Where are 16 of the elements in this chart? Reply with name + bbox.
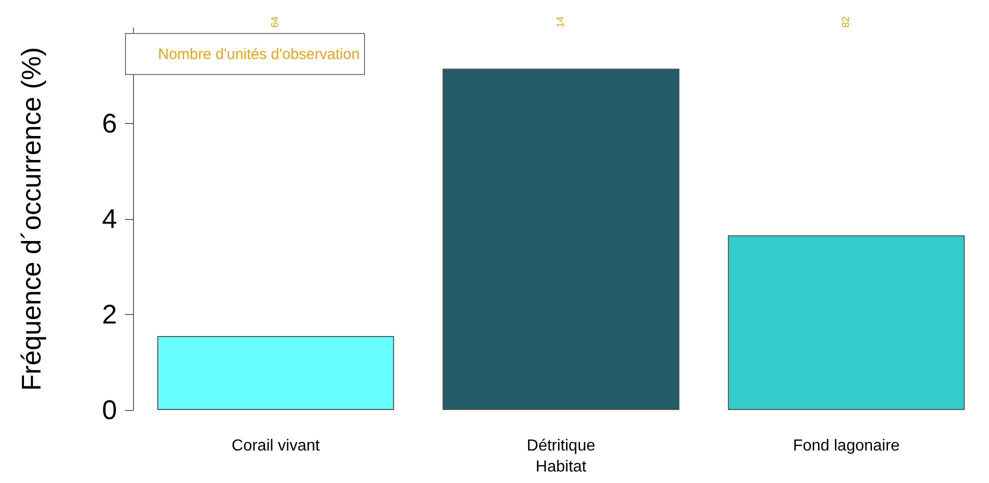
y-tick-label: 0 <box>102 395 117 425</box>
text: 14 <box>556 16 566 28</box>
y-axis-title: Fréquence d´occurrence (%) <box>16 47 46 391</box>
bar <box>728 235 965 410</box>
text: 64 <box>270 16 282 28</box>
bar <box>442 68 680 410</box>
x-tick-label: Corail vivant <box>232 438 320 454</box>
y-tick-label: 6 <box>102 108 117 138</box>
y-tick-label: 4 <box>102 204 117 234</box>
text: 82 <box>840 16 852 28</box>
bar <box>157 336 394 410</box>
x-axis-title: Habitat <box>536 458 587 476</box>
x-tick-label: Fond lagonaire <box>792 438 900 454</box>
legend-title: Nombre d'unités d'observation <box>125 33 365 75</box>
x-tick-label: Détritique <box>526 438 596 454</box>
y-tick-label: 2 <box>102 300 117 330</box>
